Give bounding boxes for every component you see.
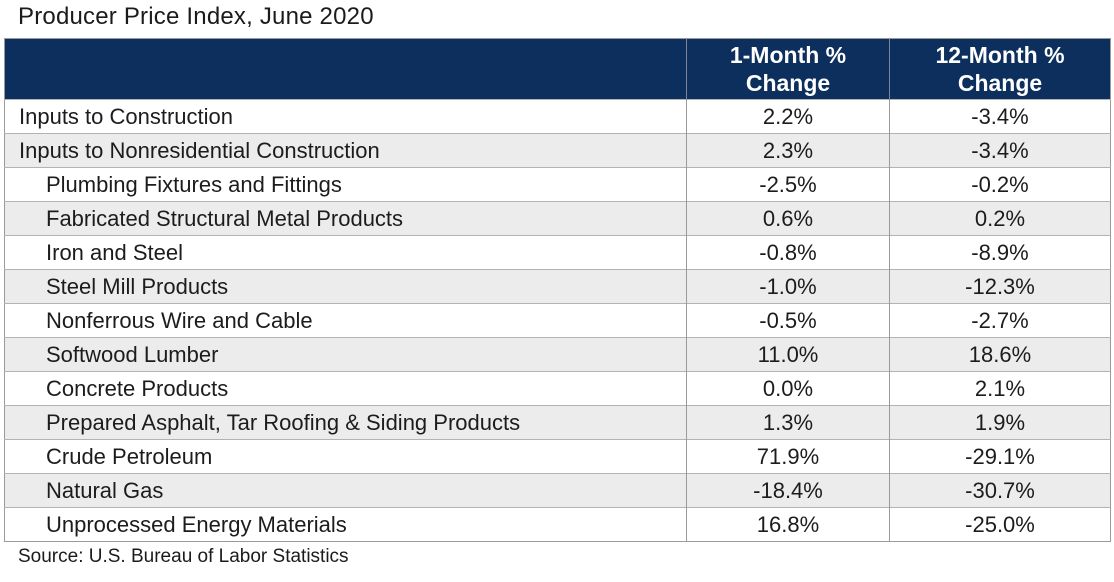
row-1-month-value: 1.3% bbox=[686, 405, 890, 440]
row-12-month-value: -3.4% bbox=[889, 133, 1111, 168]
row-12-month-value: 2.1% bbox=[889, 371, 1111, 406]
table-row: Concrete Products 0.0% 2.1% bbox=[4, 371, 1111, 406]
table-row: Nonferrous Wire and Cable -0.5% -2.7% bbox=[4, 303, 1111, 338]
row-1-month-value: 11.0% bbox=[686, 337, 890, 372]
row-label: Fabricated Structural Metal Products bbox=[4, 201, 687, 236]
row-1-month-value: -2.5% bbox=[686, 167, 890, 202]
ppi-table: 1-Month % Change 12-Month % Change Input… bbox=[4, 38, 1111, 542]
row-12-month-value: 1.9% bbox=[889, 405, 1111, 440]
row-1-month-value: 0.6% bbox=[686, 201, 890, 236]
table-row: Inputs to Construction 2.2% -3.4% bbox=[4, 99, 1111, 134]
row-12-month-value: -25.0% bbox=[889, 507, 1111, 542]
row-label: Inputs to Construction bbox=[4, 99, 687, 134]
row-label: Inputs to Nonresidential Construction bbox=[4, 133, 687, 168]
header-12-month-change: 12-Month % Change bbox=[889, 38, 1111, 100]
table-row: Plumbing Fixtures and Fittings -2.5% -0.… bbox=[4, 167, 1111, 202]
row-1-month-value: -0.5% bbox=[686, 303, 890, 338]
row-label: Steel Mill Products bbox=[4, 269, 687, 304]
row-12-month-value: -12.3% bbox=[889, 269, 1111, 304]
row-1-month-value: 0.0% bbox=[686, 371, 890, 406]
row-label: Concrete Products bbox=[4, 371, 687, 406]
table-row: Crude Petroleum 71.9% -29.1% bbox=[4, 439, 1111, 474]
header-12-month-label: 12-Month % Change bbox=[935, 42, 1065, 96]
row-12-month-value: 18.6% bbox=[889, 337, 1111, 372]
table-row: Softwood Lumber 11.0% 18.6% bbox=[4, 337, 1111, 372]
table-row: Inputs to Nonresidential Construction 2.… bbox=[4, 133, 1111, 168]
row-label: Natural Gas bbox=[4, 473, 687, 508]
chart-title: Producer Price Index, June 2020 bbox=[18, 3, 374, 30]
header-row: 1-Month % Change 12-Month % Change bbox=[4, 38, 1111, 100]
table-row: Fabricated Structural Metal Products 0.6… bbox=[4, 201, 1111, 236]
header-empty-cell bbox=[4, 38, 687, 100]
table-row: Unprocessed Energy Materials 16.8% -25.0… bbox=[4, 507, 1111, 542]
table-row: Natural Gas -18.4% -30.7% bbox=[4, 473, 1111, 508]
row-1-month-value: -1.0% bbox=[686, 269, 890, 304]
row-label: Iron and Steel bbox=[4, 235, 687, 270]
table-body: Inputs to Construction 2.2% -3.4% Inputs… bbox=[4, 99, 1111, 542]
row-12-month-value: -2.7% bbox=[889, 303, 1111, 338]
row-12-month-value: -3.4% bbox=[889, 99, 1111, 134]
table-header: 1-Month % Change 12-Month % Change bbox=[4, 38, 1111, 100]
row-1-month-value: 2.2% bbox=[686, 99, 890, 134]
table-row: Iron and Steel -0.8% -8.9% bbox=[4, 235, 1111, 270]
row-1-month-value: -18.4% bbox=[686, 473, 890, 508]
header-1-month-change: 1-Month % Change bbox=[686, 38, 890, 100]
source-note: Source: U.S. Bureau of Labor Statistics bbox=[18, 546, 349, 567]
row-label: Nonferrous Wire and Cable bbox=[4, 303, 687, 338]
row-12-month-value: -30.7% bbox=[889, 473, 1111, 508]
row-label: Softwood Lumber bbox=[4, 337, 687, 372]
row-12-month-value: -0.2% bbox=[889, 167, 1111, 202]
row-1-month-value: 16.8% bbox=[686, 507, 890, 542]
row-label: Plumbing Fixtures and Fittings bbox=[4, 167, 687, 202]
row-label: Unprocessed Energy Materials bbox=[4, 507, 687, 542]
row-label: Prepared Asphalt, Tar Roofing & Siding P… bbox=[4, 405, 687, 440]
table-row: Steel Mill Products -1.0% -12.3% bbox=[4, 269, 1111, 304]
row-1-month-value: -0.8% bbox=[686, 235, 890, 270]
table-row: Prepared Asphalt, Tar Roofing & Siding P… bbox=[4, 405, 1111, 440]
header-1-month-label: 1-Month % Change bbox=[729, 42, 847, 96]
row-12-month-value: 0.2% bbox=[889, 201, 1111, 236]
row-12-month-value: -29.1% bbox=[889, 439, 1111, 474]
row-1-month-value: 71.9% bbox=[686, 439, 890, 474]
row-1-month-value: 2.3% bbox=[686, 133, 890, 168]
row-12-month-value: -8.9% bbox=[889, 235, 1111, 270]
row-label: Crude Petroleum bbox=[4, 439, 687, 474]
